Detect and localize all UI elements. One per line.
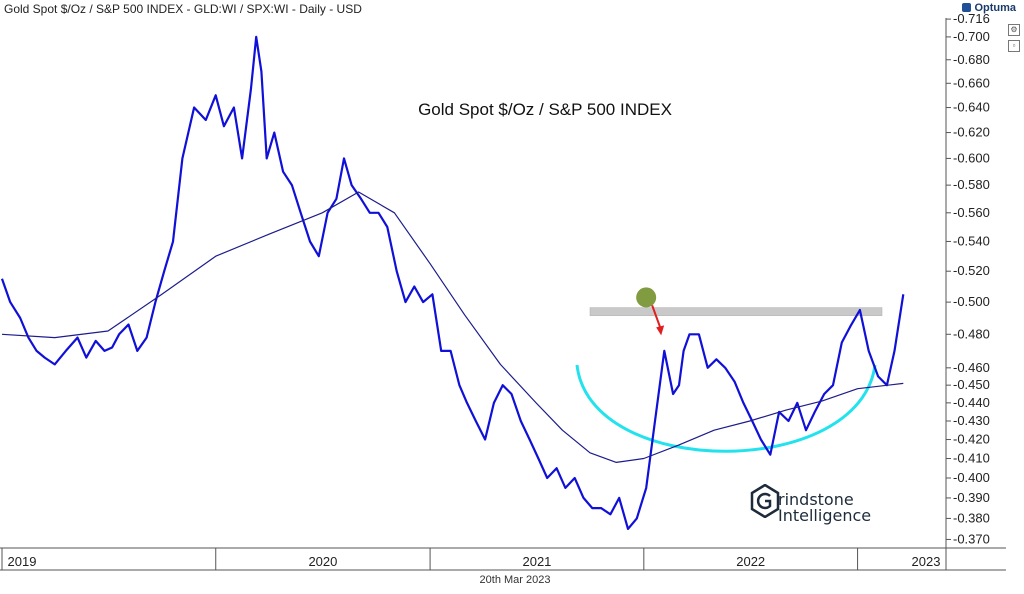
y-tick-label: -0.700: [953, 29, 990, 44]
y-tick-label: -0.450: [953, 377, 990, 392]
y-tick-label: -0.430: [953, 413, 990, 428]
grindstone-logo: [750, 483, 780, 523]
chart-tool-icons: ⚙ ▫: [1008, 24, 1020, 56]
peak-marker: [636, 287, 657, 308]
price-line: [0, 35, 905, 531]
y-tick-label: -0.460: [953, 360, 990, 375]
y-tick-label: -0.540: [953, 233, 990, 248]
y-tick-label: -0.400: [953, 470, 990, 485]
grindstone-wordmark: rindstone Intelligence: [778, 492, 871, 524]
y-tick-label: -0.380: [953, 510, 990, 525]
optuma-logo-icon: [962, 3, 972, 12]
y-tick-label: -0.640: [953, 100, 990, 115]
lock-icon[interactable]: ▫: [1008, 40, 1020, 52]
x-tick-label: 2020: [308, 554, 337, 569]
y-tick-label: -0.500: [953, 294, 990, 309]
x-tick-label: 2019: [8, 554, 37, 569]
rounding-bottom-arc: [575, 364, 877, 453]
y-tick-label: -0.420: [953, 432, 990, 447]
watermark-line2: Intelligence: [778, 506, 872, 525]
y-tick-label: -0.560: [953, 205, 990, 220]
y-tick-label: -0.600: [953, 150, 990, 165]
x-tick-label: 2021: [522, 554, 551, 569]
y-tick-label: -0.680: [953, 52, 990, 67]
brand-name: Optuma: [974, 2, 1016, 14]
y-tick-label: -0.480: [953, 326, 990, 341]
rejection-arrow-head: [656, 325, 665, 336]
rejection-arrow: [651, 305, 662, 328]
y-tick-label: -0.390: [953, 490, 990, 505]
footer-date: 20th Mar 2023: [479, 574, 551, 586]
y-tick-label: -0.660: [953, 75, 990, 90]
y-tick-label: -0.370: [953, 531, 990, 546]
x-tick-label: 2022: [736, 554, 765, 569]
y-tick-label: -0.410: [953, 451, 990, 466]
chart-title: Gold Spot $/Oz / S&P 500 INDEX: [418, 100, 672, 119]
watermark-line1: rindstone: [778, 490, 854, 509]
y-tick-label: -0.580: [953, 177, 990, 192]
chart-header: Gold Spot $/Oz / S&P 500 INDEX - GLD:WI …: [4, 2, 362, 16]
y-tick-label: -0.620: [953, 125, 990, 140]
x-tick-label: 2023: [912, 554, 941, 569]
y-tick-label: -0.520: [953, 263, 990, 278]
y-tick-label: -0.716: [953, 11, 990, 26]
resistance-band: [589, 307, 883, 316]
optuma-logo: Optuma: [962, 2, 1016, 14]
settings-icon[interactable]: ⚙: [1008, 24, 1020, 36]
hexagon-g-icon: [750, 483, 780, 519]
y-tick-label: -0.440: [953, 395, 990, 410]
moving-average-line: [1, 191, 904, 463]
